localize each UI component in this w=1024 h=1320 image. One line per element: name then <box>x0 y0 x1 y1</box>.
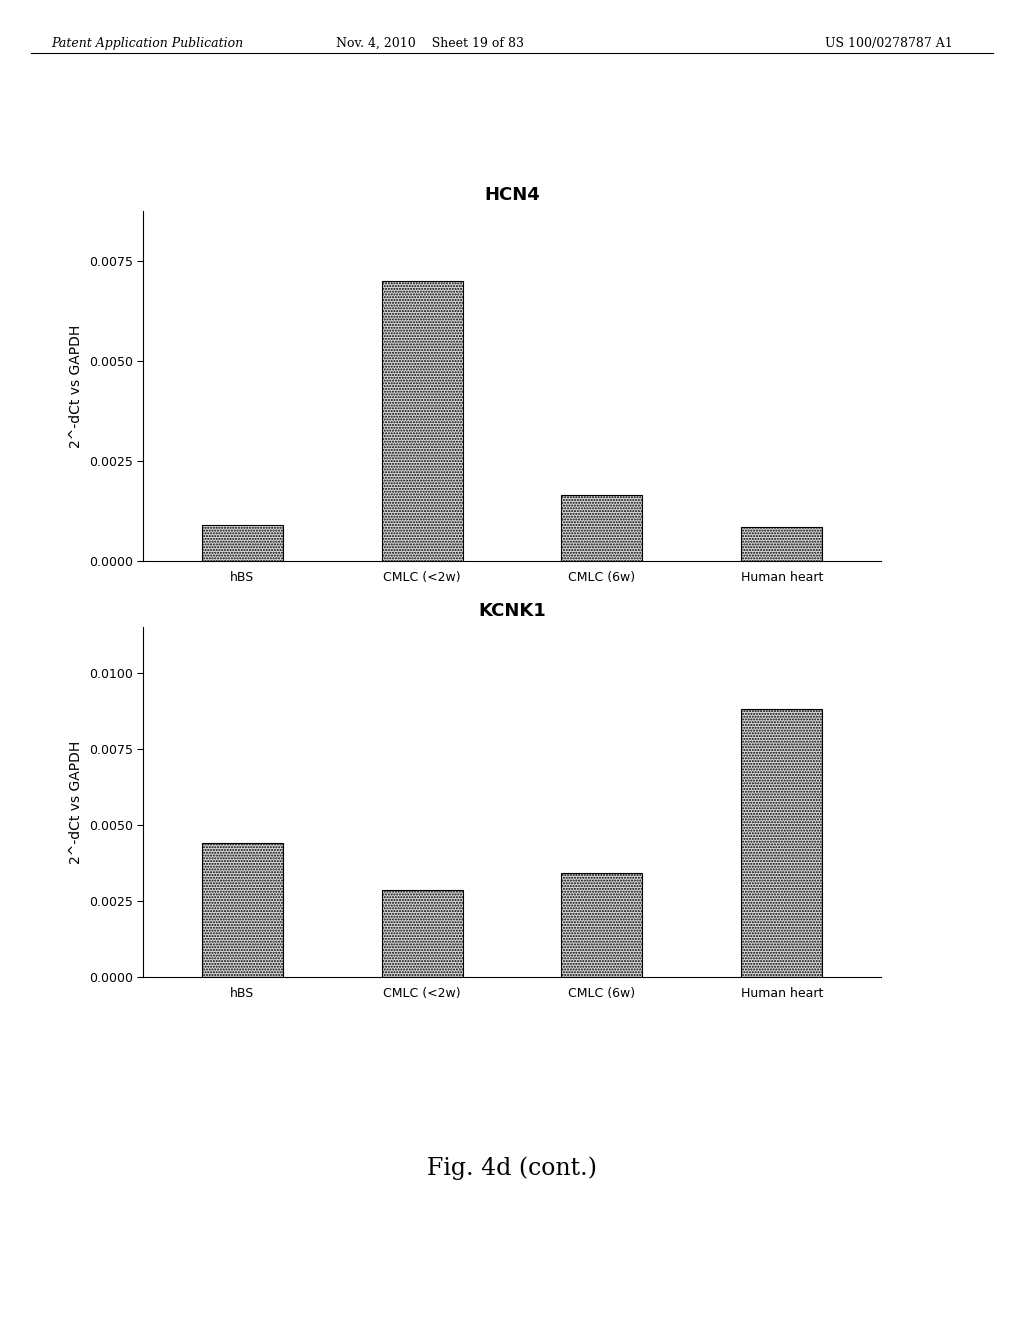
Bar <box>561 495 642 561</box>
Bar <box>561 874 642 977</box>
Bar <box>741 709 822 977</box>
Bar <box>202 525 283 561</box>
Text: Nov. 4, 2010    Sheet 19 of 83: Nov. 4, 2010 Sheet 19 of 83 <box>336 37 524 50</box>
Bar <box>382 890 463 977</box>
Bar <box>741 527 822 561</box>
Bar <box>202 843 283 977</box>
Title: KCNK1: KCNK1 <box>478 602 546 620</box>
Text: Patent Application Publication: Patent Application Publication <box>51 37 244 50</box>
Y-axis label: 2^-dCt vs GAPDH: 2^-dCt vs GAPDH <box>70 741 83 863</box>
Text: US 100/0278787 A1: US 100/0278787 A1 <box>824 37 952 50</box>
Bar <box>382 281 463 561</box>
Text: Fig. 4d (cont.): Fig. 4d (cont.) <box>427 1156 597 1180</box>
Title: HCN4: HCN4 <box>484 186 540 205</box>
Y-axis label: 2^-dCt vs GAPDH: 2^-dCt vs GAPDH <box>70 325 83 447</box>
